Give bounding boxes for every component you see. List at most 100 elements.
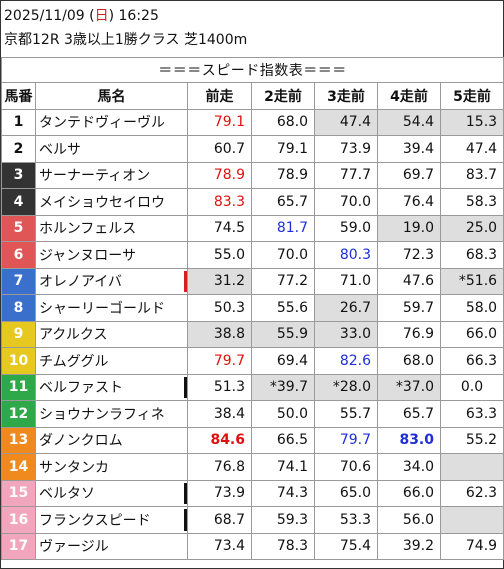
horse-number: 16 [1, 506, 36, 534]
speed-index-cell: 78.9 [251, 161, 315, 189]
speed-index-cell: 58.0 [439, 294, 504, 322]
speed-index-cell: 65.0 [314, 479, 378, 507]
horse-number: 2 [1, 135, 36, 163]
speed-index-cell: 66.0 [377, 479, 441, 507]
speed-index-cell: 82.6 [314, 347, 378, 375]
horse-number: 9 [1, 320, 36, 348]
speed-index-cell: 66.3 [439, 347, 504, 375]
speed-index-cell: 73.4 [187, 532, 252, 560]
horse-number: 17 [1, 532, 36, 560]
horse-number: 7 [1, 267, 36, 295]
speed-index-cell: 74.1 [251, 453, 315, 481]
horse-name: ショウナンラフィネ [35, 400, 188, 428]
horse-number: 10 [1, 347, 36, 375]
speed-index-cell: 77.7 [314, 161, 378, 189]
table-row: 4 メイショウセイロウ 83.3 65.7 70.0 76.4 58.3 [1, 188, 504, 216]
speed-index-cell: *28.0 [314, 373, 378, 401]
speed-index-cell: 70.0 [251, 241, 315, 269]
horse-name: シャーリーゴールド [35, 294, 188, 322]
speed-index-cell: 50.0 [251, 400, 315, 428]
table-title: ＝＝＝スピード指数表＝＝＝ [0, 57, 504, 83]
speed-index-cell: 69.7 [377, 161, 441, 189]
horse-number: 15 [1, 479, 36, 507]
speed-index-cell: 60.7 [187, 135, 252, 163]
horse-name: ベルサ [35, 135, 188, 163]
speed-index-cell: 19.0 [377, 214, 441, 242]
speed-index-cell: 74.5 [187, 214, 252, 242]
speed-index-cell: 74.9 [439, 532, 504, 560]
table-row: 14 サンタンカ 76.8 74.1 70.6 34.0 [1, 453, 504, 481]
table-row: 5 ホルンフェルス 74.5 81.7 59.0 19.0 25.0 [1, 214, 504, 242]
horse-name: チムググル [35, 347, 188, 375]
speed-index-cell: 83.3 [187, 188, 252, 216]
col-header-2-races-ago: 2走前 [251, 82, 315, 110]
speed-index-cell: 76.4 [377, 188, 441, 216]
speed-index-cell: 66.5 [251, 426, 315, 454]
horse-number: 8 [1, 294, 36, 322]
speed-index-cell: 78.3 [251, 532, 315, 560]
speed-index-cell: 0.0 [439, 373, 504, 401]
speed-index-cell: 81.7 [251, 214, 315, 242]
table-row: 1 タンテドヴィーヴル 79.1 68.0 47.4 54.4 15.3 [1, 108, 504, 136]
speed-index-cell: 83.0 [377, 426, 441, 454]
speed-index-cell: 55.9 [251, 320, 315, 348]
table-row: 3 サーナーティオン 78.9 78.9 77.7 69.7 83.7 [1, 161, 504, 189]
table-row: 7 オレノアイバ 31.2 77.2 71.0 47.6 *51.6 [1, 267, 504, 295]
col-header-5-races-ago: 5走前 [439, 82, 504, 110]
speed-index-cell: *51.6 [439, 267, 504, 295]
horse-name: ベルファスト [35, 373, 188, 401]
speed-index-cell: 68.3 [439, 241, 504, 269]
speed-index-cell: 59.0 [314, 214, 378, 242]
speed-index-cell: 63.3 [439, 400, 504, 428]
horse-number: 6 [1, 241, 36, 269]
weekday: 日 [94, 8, 109, 24]
speed-index-cell: 31.2 [187, 267, 252, 295]
speed-index-cell: 47.4 [439, 135, 504, 163]
speed-index-cell: 39.4 [377, 135, 441, 163]
speed-index-cell: 72.3 [377, 241, 441, 269]
col-header-number: 馬番 [1, 82, 36, 110]
col-header-name: 馬名 [35, 82, 188, 110]
horse-name: ダノンクロム [35, 426, 188, 454]
speed-index-cell: 55.7 [314, 400, 378, 428]
speed-index-cell: 74.3 [251, 479, 315, 507]
table-title-row: ＝＝＝スピード指数表＝＝＝ [0, 57, 504, 83]
speed-index-cell [439, 506, 504, 534]
speed-index-cell: 77.2 [251, 267, 315, 295]
table-row: 8 シャーリーゴールド 50.3 55.6 26.7 59.7 58.0 [1, 294, 504, 322]
speed-index-cell: 79.1 [251, 135, 315, 163]
speed-index-cell: 50.3 [187, 294, 252, 322]
horse-number: 12 [1, 400, 36, 428]
speed-index-cell: 76.9 [377, 320, 441, 348]
speed-index-cell [439, 453, 504, 481]
speed-index-cell: 84.6 [187, 426, 252, 454]
speed-index-cell: 56.0 [377, 506, 441, 534]
horse-name: メイショウセイロウ [35, 188, 188, 216]
table-row: 2 ベルサ 60.7 79.1 73.9 39.4 47.4 [1, 135, 504, 163]
speed-index-cell: 59.3 [251, 506, 315, 534]
horse-name: ヴァージル [35, 532, 188, 560]
speed-index-cell: *39.7 [251, 373, 315, 401]
speed-index-cell: 79.7 [314, 426, 378, 454]
race-info: 京都12R 3歳以上1勝クラス 芝1400m [4, 32, 248, 48]
horse-number: 11 [1, 373, 36, 401]
speed-index-cell: 65.7 [251, 188, 315, 216]
table-row: 9 アクルクス 38.8 55.9 33.0 76.9 66.0 [1, 320, 504, 348]
speed-index-cell: 71.0 [314, 267, 378, 295]
speed-index-cell: 54.4 [377, 108, 441, 136]
speed-index-cell: 73.9 [187, 479, 252, 507]
speed-index-cell: 66.0 [439, 320, 504, 348]
table-row: 16 フランクスピード 68.7 59.3 53.3 56.0 [1, 506, 504, 534]
table-row: 10 チムググル 79.7 69.4 82.6 68.0 66.3 [1, 347, 504, 375]
table-row: 6 ジャンヌローサ 55.0 70.0 80.3 72.3 68.3 [1, 241, 504, 269]
table-row: 12 ショウナンラフィネ 38.4 50.0 55.7 65.7 63.3 [1, 400, 504, 428]
horse-name: ベルタソ [35, 479, 188, 507]
horse-number: 13 [1, 426, 36, 454]
horse-name: サーナーティオン [35, 161, 188, 189]
horse-name: ホルンフェルス [35, 214, 188, 242]
date-suffix: ) 16:25 [108, 8, 159, 24]
col-header-last-race: 前走 [187, 82, 252, 110]
speed-index-cell: 26.7 [314, 294, 378, 322]
speed-index-cell: 38.8 [187, 320, 252, 348]
col-header-3-races-ago: 3走前 [314, 82, 378, 110]
